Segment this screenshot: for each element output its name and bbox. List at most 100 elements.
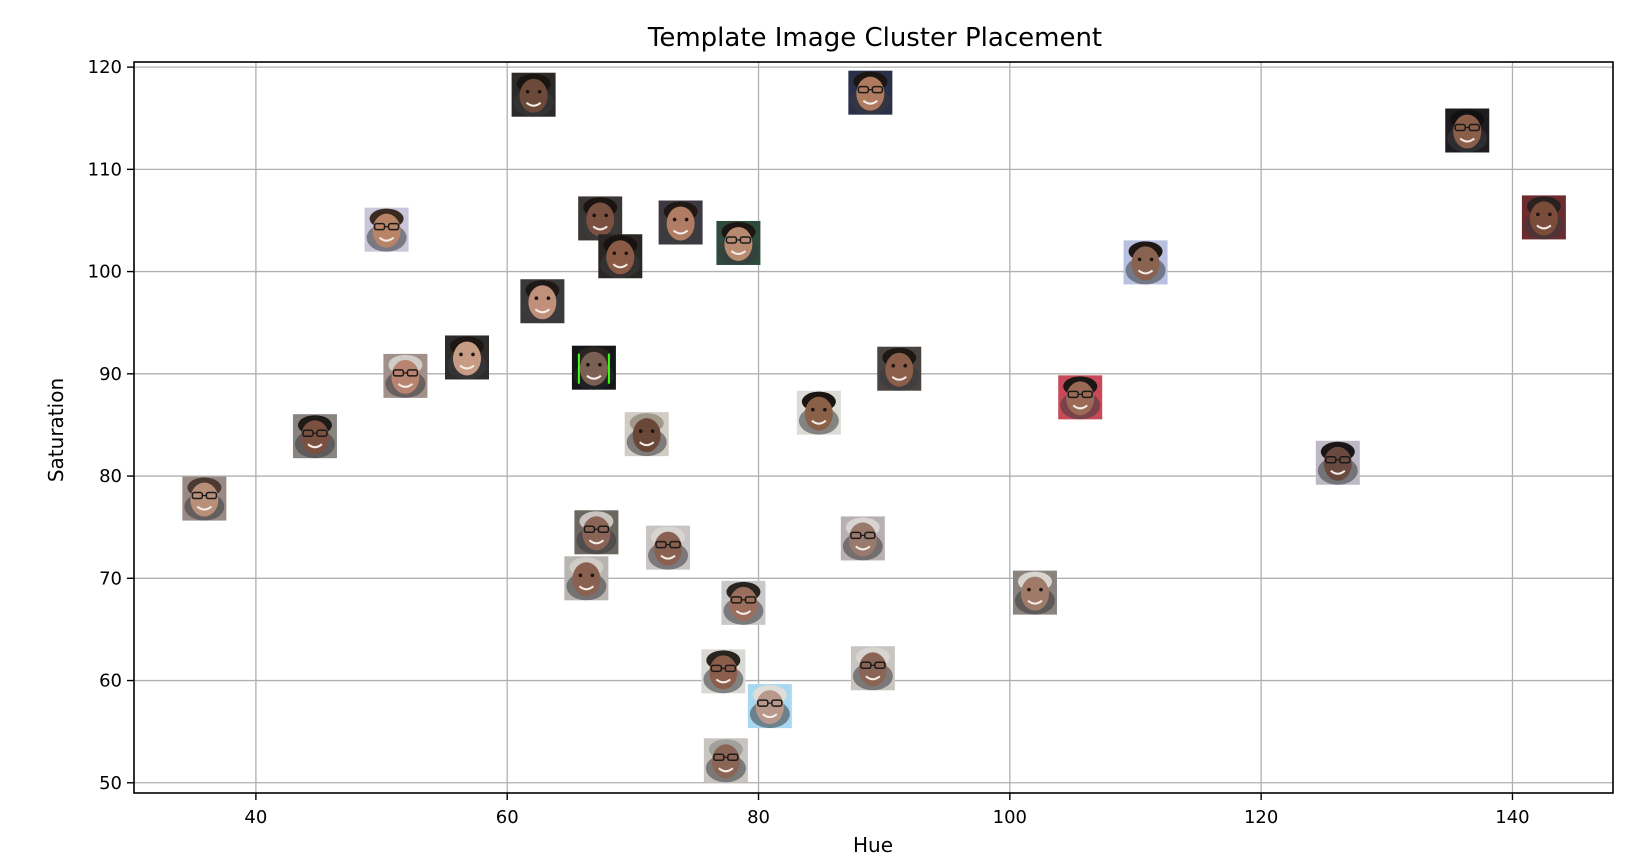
face-thumbnail-point [840, 516, 885, 561]
plot-frame [133, 61, 1614, 794]
face [582, 516, 611, 551]
face [858, 652, 887, 687]
smile [660, 554, 676, 560]
face-thumbnail-point [703, 738, 748, 783]
x-tick-label: 100 [993, 807, 1027, 828]
face-thumbnail-point [646, 525, 691, 570]
y-axis-label: Saturation [44, 378, 68, 482]
eye-left [534, 296, 539, 301]
smile [378, 236, 395, 242]
y-tick-label: 70 [99, 568, 122, 589]
face [190, 482, 219, 517]
face-thumbnail-point [1123, 240, 1168, 285]
eye-left [586, 362, 590, 367]
x-tick-label: 40 [244, 807, 267, 828]
smile [891, 375, 907, 381]
face-thumbnail-point [701, 649, 746, 694]
face-thumbnail-point [796, 390, 841, 435]
face [519, 78, 548, 113]
face [606, 240, 635, 275]
smile [612, 263, 628, 269]
smile [534, 308, 551, 314]
face [1453, 114, 1482, 149]
face-thumbnail-point [564, 556, 609, 601]
eye-left [1137, 257, 1142, 262]
face-thumbnail-point [850, 646, 895, 691]
eye-left [811, 407, 815, 412]
face-thumbnail-point [848, 70, 893, 115]
face-thumbnail-point [1445, 108, 1490, 153]
face [1131, 246, 1160, 281]
y-tick-label: 50 [99, 773, 122, 794]
face-thumbnail-point [1058, 375, 1103, 420]
eye-right [903, 363, 908, 368]
face-thumbnail-point [716, 220, 761, 265]
smile [762, 713, 778, 719]
data-points [182, 70, 1566, 783]
y-tick-label: 80 [99, 466, 122, 487]
eye-right [537, 89, 542, 94]
smile [639, 441, 655, 447]
smile [459, 364, 475, 370]
face [1020, 576, 1049, 611]
smile [578, 585, 595, 591]
face-thumbnail-point [292, 414, 337, 459]
face [1323, 446, 1352, 481]
smile [1137, 269, 1154, 275]
x-tick-label: 80 [747, 807, 770, 828]
face [528, 285, 557, 320]
smile [862, 99, 879, 105]
y-tick-label: 110 [88, 159, 122, 180]
eye-right [823, 407, 827, 412]
smile [1459, 137, 1475, 143]
smile [592, 225, 608, 231]
smile [1536, 224, 1552, 230]
smile [525, 101, 542, 107]
face [856, 76, 885, 111]
smile [811, 419, 827, 425]
smile [855, 545, 871, 551]
eye-right [604, 213, 608, 218]
axis-ticks: 40 60 80 100 120 140 50 60 70 80 90 100 110 120 [88, 57, 1530, 828]
smile [588, 539, 605, 545]
face-thumbnail-point [747, 684, 792, 729]
face-thumbnail-point [520, 279, 565, 324]
face-thumbnail-point [1012, 570, 1057, 615]
x-axis-label: Hue [853, 833, 893, 857]
eye-left [459, 352, 463, 357]
smile [730, 250, 747, 255]
face [711, 744, 740, 779]
face [391, 359, 420, 394]
face-thumbnail-point [598, 234, 643, 279]
face-thumbnail-point [578, 196, 623, 241]
eye-left [672, 217, 677, 222]
eye-right [1548, 212, 1552, 217]
face [848, 522, 877, 557]
face [1066, 381, 1095, 416]
smile [307, 443, 323, 449]
x-tick-label: 140 [1495, 807, 1529, 828]
eye-right [471, 352, 475, 357]
face-thumbnail-point [444, 335, 489, 380]
eye-left [638, 429, 643, 433]
face [300, 420, 329, 455]
face-thumbnail-point [511, 72, 556, 117]
smile [397, 383, 414, 388]
face [579, 351, 608, 386]
eye-left [891, 363, 896, 368]
face [1529, 201, 1558, 236]
eye-left [1536, 212, 1540, 217]
face-thumbnail-point [1521, 195, 1566, 240]
x-tick-label: 120 [1244, 807, 1278, 828]
eye-right [624, 251, 629, 256]
y-tick-label: 60 [99, 671, 122, 692]
x-tick-label: 60 [496, 807, 519, 828]
face [452, 341, 481, 376]
eye-left [612, 251, 617, 256]
face-thumbnail-point [721, 580, 766, 625]
face [372, 213, 401, 248]
face-thumbnail-point [877, 346, 922, 391]
smile [1027, 599, 1043, 605]
eye-left [592, 213, 596, 218]
face-thumbnail-point [383, 353, 428, 398]
